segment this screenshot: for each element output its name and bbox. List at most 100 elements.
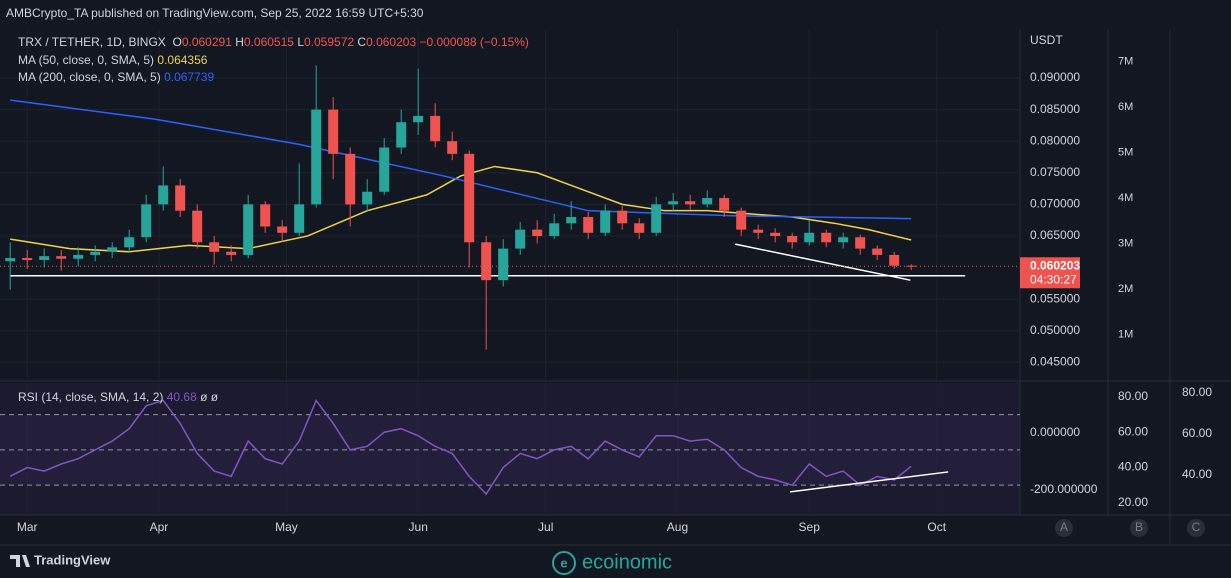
candle-body (498, 248, 509, 281)
rsi-line (9, 398, 912, 496)
button[interactable] (1130, 519, 1148, 537)
candle-body (22, 258, 33, 260)
last-price-box (1020, 257, 1080, 289)
candle-body (243, 204, 254, 255)
candle-body (651, 204, 662, 233)
candle-body (141, 204, 152, 238)
candle-body (634, 223, 645, 233)
ohlc-value: 0.059572 (304, 35, 355, 49)
rsi-legend: RSI (14, close, SMA, 14, 2) 40.68 ø ø (18, 390, 218, 404)
candle-body (753, 229, 764, 233)
candle-body (770, 232, 781, 236)
button[interactable] (1187, 519, 1205, 537)
ma-line (10, 99, 912, 220)
watermark: ecoinomic (582, 551, 672, 573)
y-tick-label: 0.090000 (1030, 70, 1080, 84)
ohlc-value: 0.060203 (366, 35, 417, 49)
candle-body (668, 201, 679, 205)
candle-body (872, 248, 883, 255)
watermark-logo (552, 551, 576, 575)
rsi-tick-label: 80.00 (1118, 389, 1148, 403)
rsi-tick-label: 0.000000 (1030, 425, 1080, 439)
candle-body (277, 226, 288, 233)
symbol-legend: TRX / TETHER, 1D, BINGX O0.060291 H0.060… (18, 35, 529, 49)
x-tick-label: Mar (17, 520, 38, 534)
ohlc-value: 0.060291 (181, 35, 232, 49)
ohlc-letter: H (235, 35, 244, 49)
rsi-flags: ø ø (200, 390, 219, 404)
rsi-tick-label: 80.00 (1182, 385, 1212, 399)
rsi-band (0, 414, 1020, 486)
candle-body (889, 254, 900, 266)
candle-body (294, 204, 305, 233)
ma-legend: MA (50, close, 0, SMA, 5) 0.064356 (18, 53, 207, 67)
rsi-name: RSI (14, close, SMA, 14, 2) (18, 390, 164, 404)
candle-body (532, 229, 543, 236)
button-label[interactable]: B (1135, 520, 1143, 534)
candle-body (906, 265, 917, 267)
volume-tick-label: 6M (1118, 101, 1133, 113)
ohlc-letter: L (297, 35, 304, 49)
y-tick-label: 0.080000 (1030, 133, 1080, 147)
candle-body (124, 237, 135, 248)
ohlc-letter: O (172, 35, 182, 49)
candle-body (838, 237, 849, 243)
candle-body (5, 258, 16, 262)
x-tick-label: Apr (150, 520, 169, 534)
x-tick-label: Sep (799, 520, 821, 534)
y-tick-label: 0.055000 (1030, 291, 1080, 305)
x-tick-label: Jul (538, 520, 553, 534)
candle-body (430, 115, 441, 142)
candle-body (515, 229, 526, 249)
candle-body (549, 223, 560, 236)
candle-body (209, 242, 220, 252)
candle-body (175, 185, 186, 211)
candle-body (481, 242, 492, 281)
candle-body (39, 256, 50, 260)
ma-name: MA (200, close, 0, SMA, 5) (18, 70, 161, 84)
volume-tick-label: 2M (1118, 283, 1133, 295)
candle-body (583, 217, 594, 233)
ma-name: MA (50, close, 0, SMA, 5) (18, 53, 155, 67)
candle-body (600, 210, 611, 233)
candle-body (617, 210, 628, 224)
button-label[interactable]: A (1060, 520, 1068, 534)
candle-body (260, 204, 271, 227)
button-label[interactable]: C (1192, 520, 1201, 534)
candle-body (90, 251, 101, 255)
brand: TradingView (34, 552, 111, 567)
volume-tick-label: 7M (1118, 55, 1133, 67)
rsi-value: 40.68 (166, 390, 197, 404)
candle-body (702, 198, 713, 205)
y-tick-label: 0.070000 (1030, 197, 1080, 211)
ohlc-value: 0.060515 (243, 35, 294, 49)
rsi-tick-label: 60.00 (1118, 424, 1148, 438)
symbol: TRX / TETHER, 1D, BINGX (18, 35, 166, 49)
currency: USDT (1030, 33, 1063, 47)
x-tick-label: Oct (927, 520, 946, 534)
candle-body (379, 147, 390, 192)
button[interactable] (1055, 519, 1073, 537)
candle-body (107, 247, 118, 252)
candle-body (787, 235, 798, 243)
rsi-tick-label: 60.00 (1182, 426, 1212, 440)
ma-value: 0.064356 (157, 53, 208, 67)
y-tick-label: 0.050000 (1030, 323, 1080, 337)
svg-text:e: e (560, 555, 567, 570)
x-tick-label: Aug (667, 520, 688, 534)
ohlc-letter: C (357, 35, 367, 49)
candle-body (362, 191, 373, 205)
change: −0.000088 (−0.15%) (419, 35, 529, 49)
volume-tick-label: 3M (1118, 237, 1133, 249)
rsi-tick-label: 40.00 (1182, 467, 1212, 481)
y-tick-label: 0.065000 (1030, 228, 1080, 242)
candle-body (821, 232, 832, 243)
candle-body (226, 251, 237, 255)
candle-body (719, 198, 730, 211)
rsi-tick-label: -200.000000 (1030, 482, 1098, 496)
candle-body (73, 254, 84, 259)
rsi-tick-label: 40.00 (1118, 460, 1148, 474)
candle-body (566, 217, 577, 224)
